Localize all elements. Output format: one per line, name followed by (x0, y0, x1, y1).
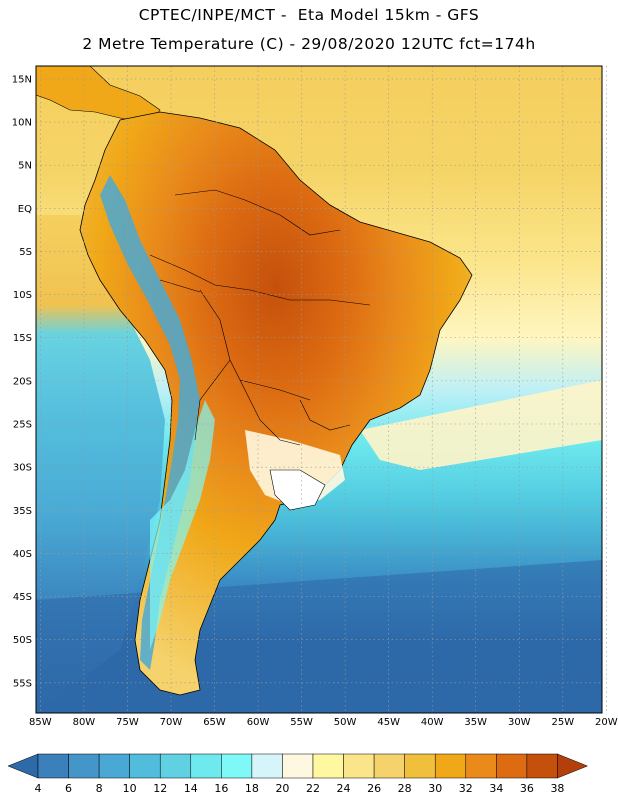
colorbar-swatch (159, 753, 192, 779)
colorbar-label: 18 (245, 782, 259, 795)
colorbar-swatch (343, 753, 375, 779)
longitude-label: 50W (334, 717, 357, 728)
latitude-label: EQ (18, 204, 32, 215)
pacific-ocean-field (36, 215, 165, 713)
latitude-label: 30S (13, 463, 32, 474)
colorbar-label: 36 (520, 782, 534, 795)
colorbar-swatch (282, 753, 314, 779)
colorbar-swatch (68, 753, 100, 779)
colorbar-label: 6 (65, 782, 72, 795)
longitude-label: 70W (160, 717, 183, 728)
longitude-label: 65W (203, 717, 226, 728)
colorbar-swatch (251, 753, 283, 779)
longitude-label: 85W (29, 717, 52, 728)
colorbar-swatch (221, 753, 253, 779)
latitude-label: 55S (13, 678, 32, 689)
temperature-colorbar: 4 6 8 10 12 14 16 18 20 22 24 26 28 30 32 34 36 38 (7, 753, 589, 795)
longitude-labels: 85W 80W 75W 70W 65W 60W 55W 50W 45W 40W 35W 30W 25W 2… (29, 717, 618, 728)
latitude-label: 35S (13, 506, 32, 517)
longitude-label: 55W (290, 717, 313, 728)
colorbar-label: 24 (337, 782, 351, 795)
colorbar-label: 8 (96, 782, 103, 795)
longitude-label: 25W (552, 717, 575, 728)
colorbar-swatch (98, 753, 130, 779)
latitude-label: 15S (13, 333, 32, 344)
colorbar-label: 26 (367, 782, 381, 795)
colorbar-label: 38 (550, 782, 564, 795)
colorbar-label: 16 (214, 782, 228, 795)
longitude-label: 30W (508, 717, 531, 728)
colorbar-labels: 4 6 8 10 12 14 16 18 20 22 24 26 28 30 32 34 36 38 (35, 782, 565, 795)
colorbar-swatch (312, 753, 344, 779)
latitude-label: 25S (13, 420, 32, 431)
colorbar-label: 22 (306, 782, 320, 795)
colorbar-swatch (373, 753, 405, 779)
subtropical-ocean-band (360, 380, 602, 470)
colorbar-label: 12 (153, 782, 167, 795)
latitude-label: 50S (13, 635, 32, 646)
longitude-label: 80W (73, 717, 96, 728)
colorbar-label: 28 (398, 782, 412, 795)
longitude-label: 35W (464, 717, 487, 728)
colorbar-label: 30 (428, 782, 442, 795)
longitude-label: 20W (595, 717, 618, 728)
latitude-label: 45S (13, 592, 32, 603)
rio-de-la-plata (269, 469, 326, 511)
map-title-line-1: CPTEC/INPE/MCT - Eta Model 15km - GFS (138, 6, 480, 24)
longitude-label: 45W (377, 717, 400, 728)
longitude-label: 75W (116, 717, 139, 728)
andes-cold-strip (100, 175, 200, 670)
colorbar-swatch (526, 753, 558, 779)
colorbar-label: 14 (184, 782, 198, 795)
colorbar-swatch (37, 753, 69, 779)
colorbar-label: 10 (123, 782, 137, 795)
latitude-label: 5S (19, 247, 32, 258)
map-frame (35, 65, 603, 714)
latitude-label: 20S (13, 376, 32, 387)
temperature-map: 15N 10N 5N EQ 5S 10S 15S 20S 25S 30S 35S 40S 45S 50S 5… (12, 65, 618, 728)
colorbar-label: 32 (459, 782, 473, 795)
colorbar-swatch (190, 753, 222, 779)
colorbar-swatch (434, 753, 467, 779)
colorbar-max-arrow (557, 753, 589, 779)
latitude-label: 10N (12, 118, 32, 129)
latitude-label: 15N (12, 74, 32, 85)
country-borders (149, 189, 371, 446)
colorbar-label: 34 (489, 782, 503, 795)
latitude-label: 10S (13, 290, 32, 301)
colorbar-swatch (465, 753, 497, 779)
latitude-label: 5N (18, 161, 32, 172)
latitude-label: 40S (13, 549, 32, 560)
colorbar-label: 20 (275, 782, 289, 795)
latitude-labels: 15N 10N 5N EQ 5S 10S 15S 20S 25S 30S 35S 40S 45S 50S 5… (12, 74, 32, 689)
colorbar-swatch (496, 753, 528, 779)
colorbar-label: 4 (35, 782, 42, 795)
longitude-label: 40W (421, 717, 444, 728)
colorbar-swatch (129, 753, 161, 779)
colorbar-swatch (404, 753, 436, 779)
colorbar-min-arrow (7, 753, 39, 779)
patagonia-cool-zone (150, 400, 215, 650)
colorbar-swatches (7, 753, 589, 779)
longitude-label: 60W (247, 717, 270, 728)
map-title-line-2: 2 Metre Temperature (C) - 29/08/2020 12U… (82, 35, 536, 53)
